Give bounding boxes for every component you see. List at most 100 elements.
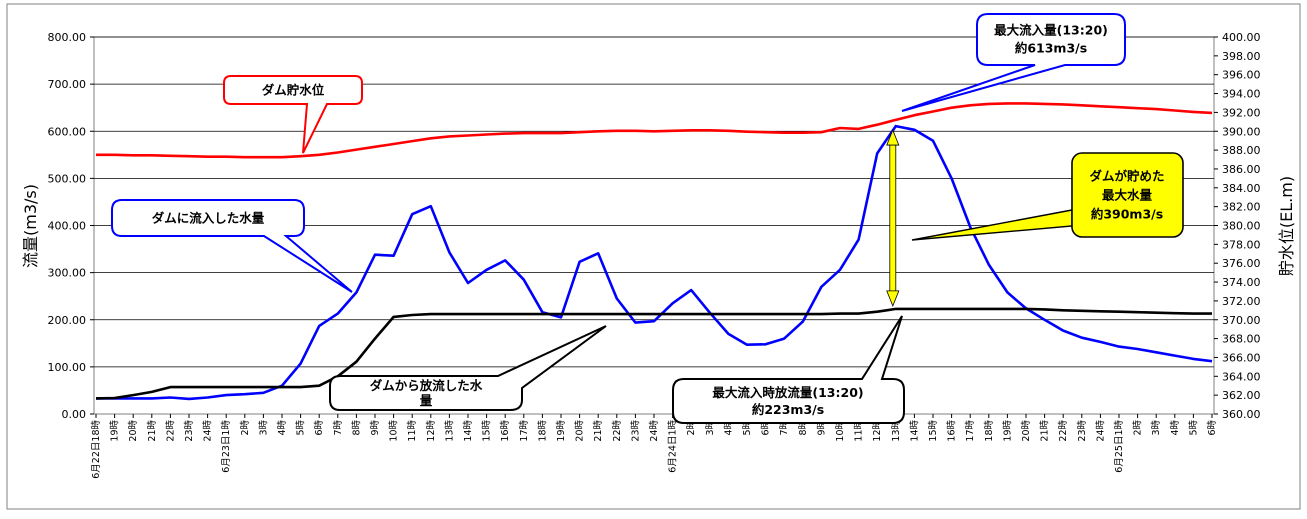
x-tick-label: 22時 xyxy=(612,420,623,442)
y-axis-title: 流量(m3/s) xyxy=(21,184,40,268)
x-tick-label: 22時 xyxy=(165,420,176,442)
reservoir-level-line xyxy=(96,102,1213,159)
x-tick-label: 19時 xyxy=(110,420,121,442)
storage-arrow xyxy=(886,128,900,307)
y2-tick-label: 398.00 xyxy=(1222,50,1261,63)
x-tick-label: 19時 xyxy=(556,420,567,442)
max-inflow-callout-text: 約613m3/s xyxy=(1015,41,1087,56)
y-tick-label: 800.00 xyxy=(48,31,87,44)
x-tick-label: 6月23日1時 xyxy=(221,420,232,473)
reservoir-level-callout: ダム貯水位 xyxy=(223,75,363,154)
y2-tick-label: 370.00 xyxy=(1222,314,1261,327)
y2-tick-label: 372.00 xyxy=(1222,295,1261,308)
x-tick-label: 6月22日18時 xyxy=(91,420,102,479)
x-tick-label: 10時 xyxy=(389,420,400,442)
x-tick-label: 6月24日1時 xyxy=(668,420,679,473)
x-tick-label: 3時 xyxy=(705,420,716,436)
max-inflow-callout-text: 最大流入量(13:20) xyxy=(994,23,1108,38)
y-tick-label: 300.00 xyxy=(48,267,87,280)
inflow-callout: ダムに流入した水量 xyxy=(111,199,353,293)
x-tick-label: 2時 xyxy=(686,420,697,436)
x-tick-label: 19時 xyxy=(1002,420,1013,442)
y2-tick-label: 368.00 xyxy=(1222,333,1261,346)
x-tick-label: 9時 xyxy=(816,420,827,436)
x-tick-label: 13時 xyxy=(444,420,455,442)
y2-tick-label: 396.00 xyxy=(1222,69,1261,82)
y2-tick-label: 376.00 xyxy=(1222,257,1261,270)
y2-tick-label: 362.00 xyxy=(1222,389,1261,402)
x-tick-label: 15時 xyxy=(482,420,493,442)
x-tick-label: 21時 xyxy=(1040,420,1051,442)
y2-tick-label: 366.00 xyxy=(1222,351,1261,364)
x-tick-label: 21時 xyxy=(147,420,158,442)
x-tick-label: 4時 xyxy=(1170,420,1181,436)
x-tick-label: 5時 xyxy=(296,420,307,436)
x-tick-label: 24時 xyxy=(1095,420,1106,442)
max-storage-callout-text: ダムが貯めた xyxy=(1089,169,1164,184)
x-tick-label: 18時 xyxy=(984,420,995,442)
max-outflow-callout-text: 約223m3/s xyxy=(752,402,824,417)
y2-tick-label: 360.00 xyxy=(1222,408,1261,421)
right-axis-ticks: 360.00 362.00 364.00 366.00 368.00 370.00 372.… xyxy=(1214,31,1261,421)
x-tick-label: 17時 xyxy=(519,420,530,442)
y-tick-label: 0.00 xyxy=(62,408,87,421)
x-tick-label: 21時 xyxy=(593,420,604,442)
y2-axis-title: 貯水位(EL.m) xyxy=(1277,176,1296,276)
y2-tick-label: 374.00 xyxy=(1222,276,1261,289)
x-tick-label: 15時 xyxy=(928,420,939,442)
x-tick-label: 8時 xyxy=(351,420,362,436)
y2-tick-label: 400.00 xyxy=(1222,31,1261,44)
outflow-callout-text: 量 xyxy=(420,393,433,408)
x-tick-label: 3時 xyxy=(258,420,269,436)
x-tick-label: 7時 xyxy=(333,420,344,436)
y2-tick-label: 392.00 xyxy=(1222,106,1261,119)
max-storage-callout-text: 約390m3/s xyxy=(1091,207,1163,222)
y-tick-label: 600.00 xyxy=(48,125,87,138)
x-tick-label: 4時 xyxy=(277,420,288,436)
x-tick-label: 6月25日1時 xyxy=(1114,420,1125,473)
x-tick-label: 11時 xyxy=(407,420,418,442)
x-tick-label: 16時 xyxy=(500,420,511,442)
y2-tick-label: 378.00 xyxy=(1222,238,1261,251)
x-axis-ticks: 6月22日18時 19時 20時 21時 22時 23時 24時 6月23日1時 2時 3時 4時 5… xyxy=(91,414,1218,479)
x-tick-label: 20時 xyxy=(1021,420,1032,442)
y-tick-label: 500.00 xyxy=(48,172,87,185)
x-tick-label: 7時 xyxy=(779,420,790,436)
y2-tick-label: 364.00 xyxy=(1222,370,1261,383)
x-tick-label: 2時 xyxy=(240,420,251,436)
series-lines xyxy=(95,102,1213,401)
x-tick-label: 4時 xyxy=(723,420,734,436)
x-tick-label: 24時 xyxy=(649,420,660,442)
x-tick-label: 12時 xyxy=(426,420,437,442)
y2-tick-label: 380.00 xyxy=(1222,220,1261,233)
x-tick-label: 13時 xyxy=(891,420,902,442)
y-tick-label: 700.00 xyxy=(48,78,87,91)
x-tick-label: 23時 xyxy=(1077,420,1088,442)
y-tick-label: 200.00 xyxy=(48,314,87,327)
x-tick-label: 24時 xyxy=(203,420,214,442)
x-tick-label: 14時 xyxy=(463,420,474,442)
x-tick-label: 17時 xyxy=(965,420,976,442)
x-tick-label: 22時 xyxy=(1058,420,1069,442)
y2-tick-label: 394.00 xyxy=(1222,88,1261,101)
x-tick-label: 14時 xyxy=(909,420,920,442)
max-outflow-callout: 最大流入時放流量(13:20) 約223m3/s xyxy=(672,315,905,424)
max-outflow-callout-text: 最大流入時放流量(13:20) xyxy=(712,385,863,400)
outflow-line xyxy=(95,307,1212,400)
x-tick-label: 10時 xyxy=(835,420,846,442)
x-tick-label: 3時 xyxy=(1151,420,1162,436)
y2-tick-label: 382.00 xyxy=(1222,201,1261,214)
y2-tick-label: 384.00 xyxy=(1222,182,1261,195)
max-storage-callout-text: 最大水量 xyxy=(1102,188,1153,203)
y-tick-label: 400.00 xyxy=(48,220,87,233)
x-tick-label: 11時 xyxy=(854,420,865,442)
y2-tick-label: 386.00 xyxy=(1222,163,1261,176)
x-tick-label: 8時 xyxy=(798,420,809,436)
x-tick-label: 6時 xyxy=(761,420,772,436)
max-inflow-callout: 最大流入量(13:20) 約613m3/s xyxy=(901,13,1126,112)
